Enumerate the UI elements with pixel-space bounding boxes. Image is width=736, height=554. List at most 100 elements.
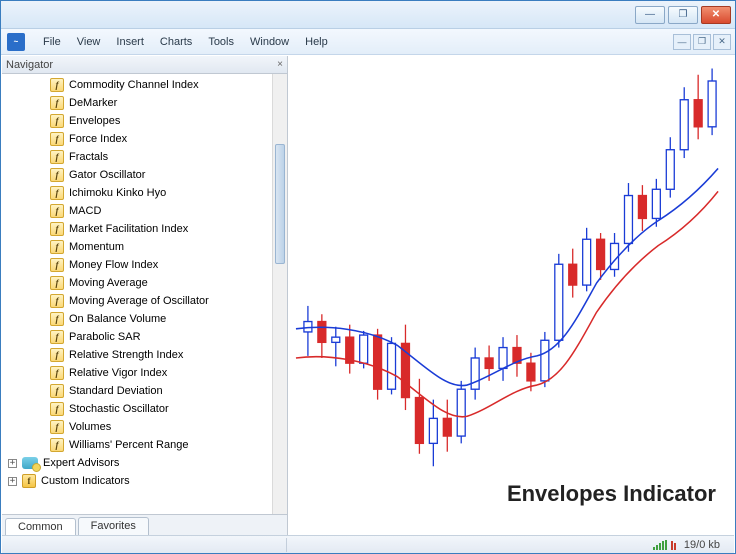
menu-view[interactable]: View xyxy=(69,32,109,52)
indicator-label: MACD xyxy=(69,205,101,217)
function-icon: f xyxy=(50,222,64,236)
indicator-item[interactable]: f Ichimoku Kinko Hyo xyxy=(2,184,272,202)
mdi-controls: — ❐ ✕ xyxy=(673,34,735,50)
connection-bars-icon xyxy=(653,540,676,550)
indicator-label: Commodity Channel Index xyxy=(69,79,199,91)
indicator-item[interactable]: f Envelopes xyxy=(2,112,272,130)
expand-icon[interactable]: + xyxy=(8,477,17,486)
close-button[interactable]: ✕ xyxy=(701,6,731,24)
scrollbar-track[interactable] xyxy=(272,74,287,514)
indicator-label: Moving Average xyxy=(69,277,148,289)
indicator-label: Gator Oscillator xyxy=(69,169,145,181)
indicator-item[interactable]: f Market Facilitation Index xyxy=(2,220,272,238)
indicator-item[interactable]: fRelative Vigor Index xyxy=(2,364,272,382)
function-icon: f xyxy=(50,78,64,92)
ci-icon: f xyxy=(22,474,36,488)
navigator-close-icon[interactable]: × xyxy=(273,59,287,70)
function-icon: f xyxy=(50,348,64,362)
chart-area[interactable]: Envelopes Indicator xyxy=(288,56,734,535)
navigator-header: Navigator × xyxy=(2,56,287,74)
function-icon: f xyxy=(50,240,64,254)
function-icon: f xyxy=(50,330,64,344)
indicator-label: Money Flow Index xyxy=(69,259,158,271)
indicator-item[interactable]: f Relative Strength Index xyxy=(2,346,272,364)
category-expert-advisors[interactable]: +Expert Advisors xyxy=(2,454,272,472)
navigator-tabs: Common Favorites xyxy=(2,514,287,535)
application-window: — ❐ ✕ ~ FileViewInsertChartsToolsWindowH… xyxy=(0,0,736,554)
indicator-item[interactable]: f Gator Oscillator xyxy=(2,166,272,184)
function-icon: f xyxy=(50,132,64,146)
mdi-close-button[interactable]: ✕ xyxy=(713,34,731,50)
indicator-item[interactable]: f Money Flow Index xyxy=(2,256,272,274)
indicator-label: Market Facilitation Index xyxy=(69,223,188,235)
indicator-label: Williams' Percent Range xyxy=(69,439,188,451)
function-icon: f xyxy=(50,168,64,182)
function-icon: f xyxy=(50,294,64,308)
function-icon: f xyxy=(50,258,64,272)
mdi-restore-button[interactable]: ❐ xyxy=(693,34,711,50)
indicator-label: Moving Average of Oscillator xyxy=(69,295,209,307)
menu-file[interactable]: File xyxy=(35,32,69,52)
menu-window[interactable]: Window xyxy=(242,32,297,52)
indicator-label: Momentum xyxy=(69,241,124,253)
indicator-label: Volumes xyxy=(69,421,111,433)
indicator-label: Relative Strength Index xyxy=(69,349,183,361)
indicator-item[interactable]: fDeMarker xyxy=(2,94,272,112)
indicator-item[interactable]: f Williams' Percent Range xyxy=(2,436,272,454)
function-icon: f xyxy=(50,150,64,164)
indicator-item[interactable]: f Force Index xyxy=(2,130,272,148)
function-icon: f xyxy=(50,312,64,326)
indicator-item[interactable]: f Commodity Channel Index xyxy=(2,76,272,94)
function-icon: f xyxy=(50,186,64,200)
indicator-item[interactable]: f Moving Average xyxy=(2,274,272,292)
indicator-label: Envelopes xyxy=(69,115,120,127)
indicator-label: Ichimoku Kinko Hyo xyxy=(69,187,166,199)
function-icon: f xyxy=(50,402,64,416)
function-icon: f xyxy=(50,420,64,434)
indicator-label: Force Index xyxy=(69,133,127,145)
indicator-item[interactable]: f Volumes xyxy=(2,418,272,436)
menu-help[interactable]: Help xyxy=(297,32,336,52)
navigator-title: Navigator xyxy=(6,59,53,71)
menu-charts[interactable]: Charts xyxy=(152,32,200,52)
navigator-panel: Navigator × f Commodity Channel Index fDeM… xyxy=(2,56,288,535)
category-label: Custom Indicators xyxy=(41,475,130,487)
expand-icon[interactable]: + xyxy=(8,459,17,468)
chart-annotation: Envelopes Indicator xyxy=(507,481,716,507)
app-icon: ~ xyxy=(7,33,25,51)
scrollbar-thumb[interactable] xyxy=(275,144,285,264)
indicator-label: Fractals xyxy=(69,151,108,163)
indicator-label: Relative Vigor Index xyxy=(69,367,167,379)
function-icon: f xyxy=(50,204,64,218)
menu-tools[interactable]: Tools xyxy=(200,32,242,52)
navigator-tree: f Commodity Channel Index fDeMarker f Envelo… xyxy=(2,74,287,514)
indicator-item[interactable]: f Fractals xyxy=(2,148,272,166)
function-icon: f xyxy=(50,276,64,290)
indicator-item[interactable]: f Standard Deviation xyxy=(2,382,272,400)
ea-icon xyxy=(22,457,38,469)
indicator-item[interactable]: f Parabolic SAR xyxy=(2,328,272,346)
function-icon: f xyxy=(50,384,64,398)
minimize-button[interactable]: — xyxy=(635,6,665,24)
indicator-item[interactable]: f MACD xyxy=(2,202,272,220)
indicator-label: Stochastic Oscillator xyxy=(69,403,169,415)
window-titlebar: — ❐ ✕ xyxy=(1,1,735,29)
maximize-button[interactable]: ❐ xyxy=(668,6,698,24)
menu-insert[interactable]: Insert xyxy=(108,32,152,52)
category-custom-indicators[interactable]: + f Custom Indicators xyxy=(2,472,272,490)
indicator-item[interactable]: f Moving Average of Oscillator xyxy=(2,292,272,310)
indicator-label: Standard Deviation xyxy=(69,385,163,397)
tab-favorites[interactable]: Favorites xyxy=(78,517,149,535)
menubar: ~ FileViewInsertChartsToolsWindowHelp — … xyxy=(1,29,735,55)
indicator-item[interactable]: f On Balance Volume xyxy=(2,310,272,328)
mdi-minimize-button[interactable]: — xyxy=(673,34,691,50)
indicator-label: On Balance Volume xyxy=(69,313,166,325)
tab-common[interactable]: Common xyxy=(5,518,76,536)
indicator-item[interactable]: f Stochastic Oscillator xyxy=(2,400,272,418)
function-icon: f xyxy=(50,114,64,128)
indicator-label: Parabolic SAR xyxy=(69,331,141,343)
indicator-item[interactable]: f Momentum xyxy=(2,238,272,256)
statusbar: 19/0 kb xyxy=(2,535,734,553)
function-icon: f xyxy=(50,438,64,452)
status-kb: 19/0 kb xyxy=(684,539,720,551)
